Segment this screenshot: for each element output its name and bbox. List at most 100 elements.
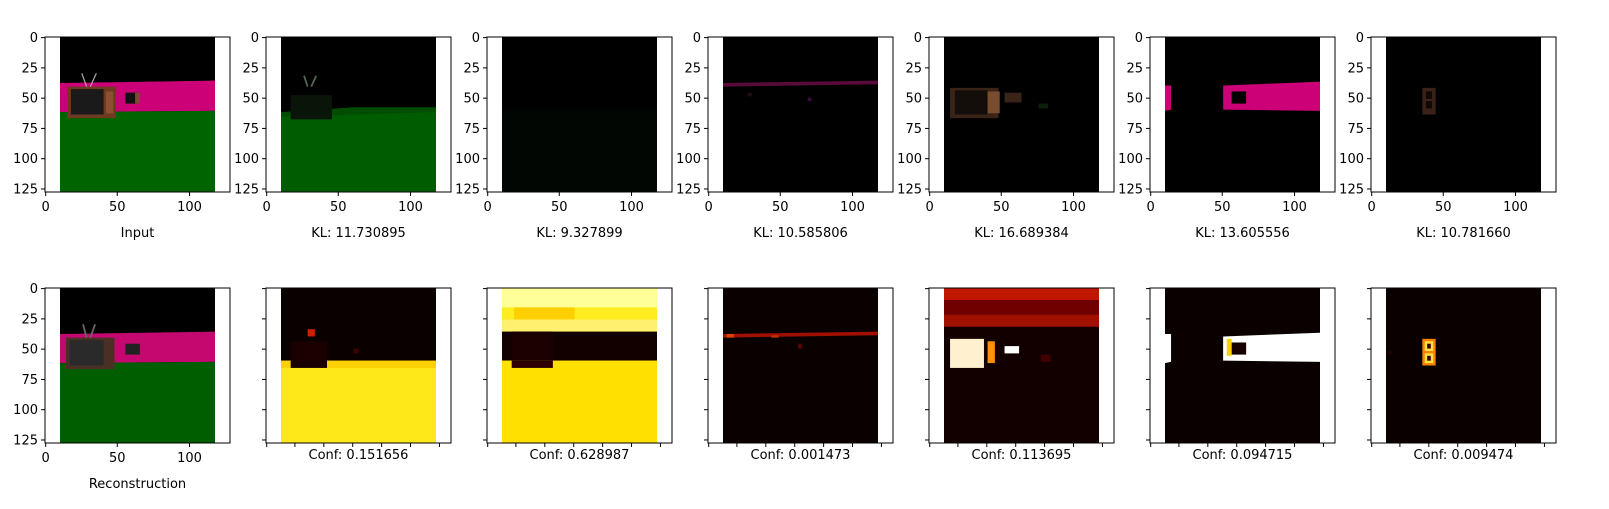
axes-frame bbox=[486, 36, 673, 193]
x-tick-label: 50 bbox=[330, 200, 347, 215]
x-tick-label: 100 bbox=[1282, 200, 1307, 215]
input-caption: Input bbox=[121, 226, 155, 241]
y-tick-label: 75 bbox=[21, 122, 38, 137]
axes-frame bbox=[44, 36, 231, 193]
y-tick-label: 75 bbox=[1126, 122, 1143, 137]
x-tick-label: 50 bbox=[772, 200, 789, 215]
axes-frame bbox=[44, 287, 231, 444]
slot-image-3 bbox=[723, 37, 878, 192]
y-tick-label: 25 bbox=[1347, 61, 1364, 76]
axes-frame bbox=[486, 287, 673, 444]
slot-image-4 bbox=[944, 37, 1099, 192]
y-tick-label: 125 bbox=[455, 182, 480, 197]
x-tick-label: 100 bbox=[840, 200, 865, 215]
y-tick-label: 100 bbox=[1118, 152, 1143, 167]
axes-frame bbox=[1370, 287, 1557, 444]
reconstruction-caption: Reconstruction bbox=[89, 477, 186, 492]
y-tick-label: 25 bbox=[905, 61, 922, 76]
x-tick-label: 0 bbox=[926, 200, 934, 215]
y-tick-label: 100 bbox=[1339, 152, 1364, 167]
bottom-panel-2: Conf: 0.628987 bbox=[483, 287, 673, 463]
axes-frame bbox=[707, 36, 894, 193]
y-tick-label: 25 bbox=[21, 61, 38, 76]
y-tick-label: 50 bbox=[684, 92, 701, 107]
y-tick-label: 100 bbox=[234, 152, 259, 167]
axes-frame bbox=[928, 287, 1115, 444]
confidence-map-3 bbox=[723, 288, 878, 443]
y-tick-label: 25 bbox=[684, 61, 701, 76]
x-tick-label: 50 bbox=[1214, 200, 1231, 215]
y-tick-label: 100 bbox=[455, 152, 480, 167]
x-tick-label: 0 bbox=[705, 200, 713, 215]
slot-image-0 bbox=[59, 37, 216, 192]
top-panel-5: 0 25 50 75 100 125 0 50 100 KL: 13.605556 bbox=[1118, 31, 1336, 241]
conf-caption: Conf: 0.151656 bbox=[309, 448, 409, 463]
kl-caption: KL: 16.689384 bbox=[974, 226, 1069, 241]
axes-frame bbox=[707, 287, 894, 444]
y-tick-label: 125 bbox=[13, 433, 38, 448]
y-tick-label: 0 bbox=[1356, 31, 1364, 46]
bottom-panel-4: Conf: 0.113695 bbox=[925, 287, 1115, 463]
top-panel-2: 0 25 50 75 100 125 0 50 100 KL: 9.327899 bbox=[455, 31, 673, 241]
x-tick-label: 50 bbox=[1435, 200, 1452, 215]
y-tick-label: 50 bbox=[905, 92, 922, 107]
y-tick-label: 75 bbox=[463, 122, 480, 137]
kl-caption: KL: 11.730895 bbox=[311, 226, 406, 241]
conf-caption: Conf: 0.009474 bbox=[1414, 448, 1514, 463]
axes-frame bbox=[1149, 36, 1336, 193]
bottom-panel-3: Conf: 0.001473 bbox=[704, 287, 894, 463]
y-tick-label: 100 bbox=[13, 403, 38, 418]
conf-caption: Conf: 0.113695 bbox=[972, 448, 1072, 463]
y-tick-label: 50 bbox=[242, 92, 259, 107]
y-tick-label: 50 bbox=[1347, 92, 1364, 107]
x-tick-label: 100 bbox=[177, 200, 202, 215]
top-panel-1: 0 25 50 75 100 125 0 50 100 KL: 11.730895 bbox=[234, 31, 452, 241]
y-tick-label: 25 bbox=[242, 61, 259, 76]
y-tick-label: 0 bbox=[693, 31, 701, 46]
y-tick-label: 25 bbox=[21, 312, 38, 327]
y-tick-label: 50 bbox=[463, 92, 480, 107]
y-tick-label: 100 bbox=[13, 152, 38, 167]
top-panel-0: 0 25 50 75 100 125 0 50 100 Input bbox=[13, 31, 231, 241]
kl-caption: KL: 10.781660 bbox=[1416, 226, 1511, 241]
y-tick-label: 25 bbox=[463, 61, 480, 76]
x-tick-label: 0 bbox=[1368, 200, 1376, 215]
bottom-panel-5: Conf: 0.094715 bbox=[1146, 287, 1336, 463]
slot-image-5 bbox=[1165, 37, 1320, 192]
x-tick-label: 0 bbox=[484, 200, 492, 215]
y-tick-label: 50 bbox=[21, 92, 38, 107]
x-tick-label: 0 bbox=[42, 451, 50, 466]
y-tick-label: 0 bbox=[30, 282, 38, 297]
x-tick-label: 100 bbox=[1061, 200, 1086, 215]
top-panel-4: 0 25 50 75 100 125 0 50 100 KL: 16.689384 bbox=[897, 31, 1115, 241]
y-tick-label: 75 bbox=[242, 122, 259, 137]
confidence-map-0 bbox=[58, 288, 217, 443]
slot-image-1 bbox=[279, 37, 438, 192]
axes-frame bbox=[265, 36, 452, 193]
x-tick-label: 100 bbox=[398, 200, 423, 215]
y-tick-label: 125 bbox=[13, 182, 38, 197]
confidence-map-4 bbox=[944, 288, 1099, 443]
x-tick-label: 0 bbox=[263, 200, 271, 215]
conf-caption: Conf: 0.628987 bbox=[530, 448, 630, 463]
slot-image-6 bbox=[1386, 37, 1541, 192]
x-tick-label: 50 bbox=[551, 200, 568, 215]
bottom-panel-6: Conf: 0.009474 bbox=[1367, 287, 1557, 463]
y-tick-label: 125 bbox=[676, 182, 701, 197]
confidence-map-2 bbox=[502, 288, 657, 443]
axes-frame bbox=[928, 36, 1115, 193]
y-tick-label: 125 bbox=[897, 182, 922, 197]
y-tick-label: 0 bbox=[472, 31, 480, 46]
y-tick-label: 75 bbox=[1347, 122, 1364, 137]
x-tick-label: 50 bbox=[109, 451, 126, 466]
axes-frame bbox=[265, 287, 452, 444]
confidence-map-5 bbox=[1165, 288, 1320, 443]
y-tick-label: 0 bbox=[1135, 31, 1143, 46]
kl-caption: KL: 13.605556 bbox=[1195, 226, 1290, 241]
y-tick-label: 125 bbox=[234, 182, 259, 197]
y-tick-label: 25 bbox=[1126, 61, 1143, 76]
confidence-map-6 bbox=[1386, 288, 1541, 443]
x-tick-label: 100 bbox=[177, 451, 202, 466]
y-tick-label: 100 bbox=[676, 152, 701, 167]
